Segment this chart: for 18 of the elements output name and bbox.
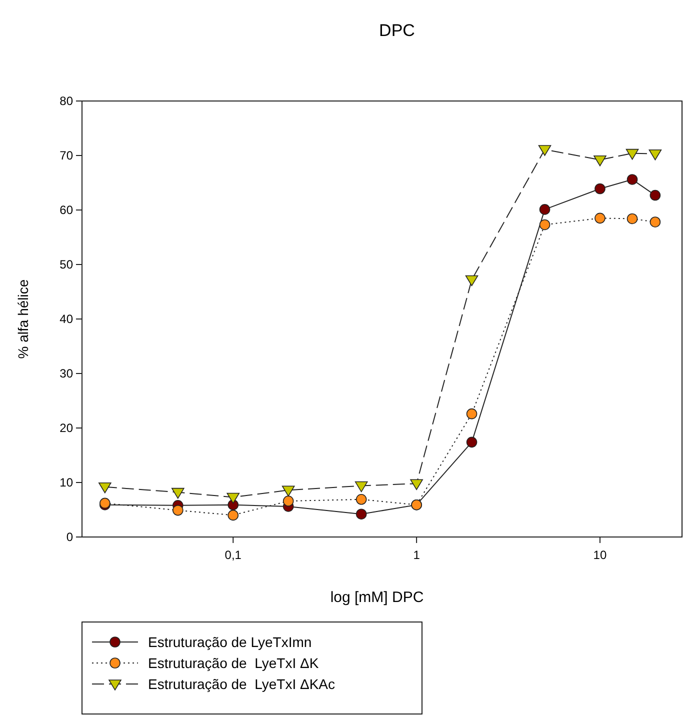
y-tick-label: 50 [60, 258, 74, 272]
x-axis-title: log [mM] DPC [330, 589, 424, 606]
legend-label: Estruturação de LyeTxImn [148, 634, 312, 650]
y-tick-label: 70 [60, 148, 74, 163]
y-tick-label: 0 [66, 530, 74, 544]
x-tick-label: 1 [413, 548, 420, 562]
y-tick-label: 30 [60, 366, 74, 381]
y-tick-label: 80 [60, 94, 74, 108]
y-tick-label: 40 [60, 312, 74, 326]
y-axis-title: % alfa hélice [15, 279, 31, 359]
chart-title: DPC [379, 21, 415, 40]
y-tick-label: 20 [60, 421, 74, 436]
x-tick-label: 10 [593, 548, 607, 562]
legend-label: Estruturação de LyeTxI ΔK [148, 654, 320, 671]
legend-label: Estruturação de LyeTxI ΔKAc [148, 676, 336, 692]
y-tick-label: 10 [60, 476, 74, 490]
x-tick-label: 0,1 [224, 548, 242, 562]
y-tick-label: 60 [60, 203, 74, 218]
